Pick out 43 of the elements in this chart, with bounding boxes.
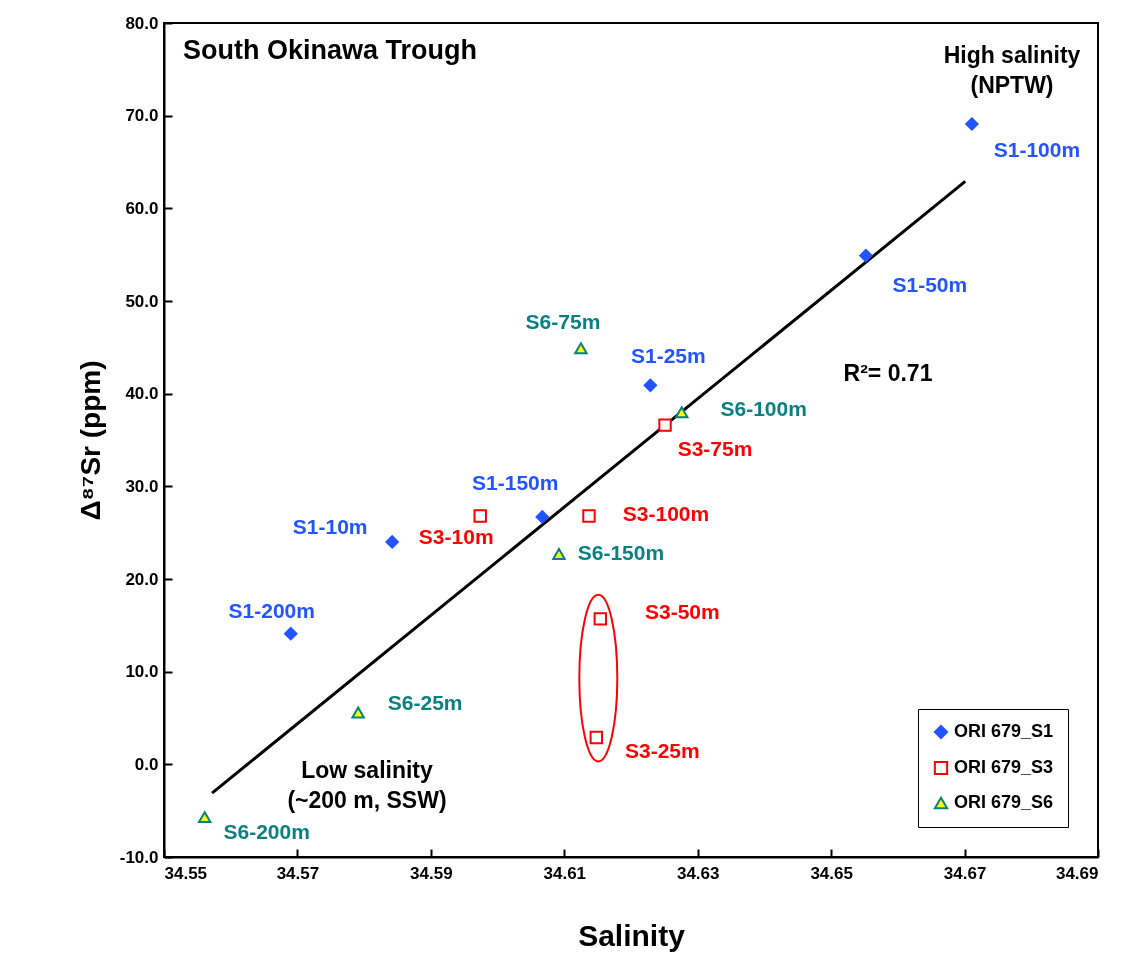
data-label: S3-75m — [677, 437, 753, 461]
data-label: S6-200m — [223, 820, 310, 844]
y-tick-label: 20.0 — [125, 569, 159, 589]
y-tick-label: 10.0 — [125, 662, 159, 682]
data-label: S1-100m — [993, 138, 1081, 162]
y-tick-label: 60.0 — [125, 198, 159, 218]
data-label: S6-150m — [577, 540, 665, 564]
data-label: S1-50m — [892, 272, 968, 296]
x-tick-label: 34.69 — [1055, 863, 1099, 883]
x-tick-label: 34.55 — [164, 863, 208, 883]
x-axis-title: Salinity — [578, 918, 686, 952]
y-tick-label: 70.0 — [125, 106, 159, 126]
data-label: S1-25m — [630, 344, 706, 368]
data-label: S1-200m — [228, 598, 315, 622]
data-label: S1-10m — [292, 514, 368, 538]
y-tick-label: 50.0 — [125, 291, 159, 311]
legend-label: ORI 679_S1 — [954, 721, 1054, 741]
y-tick-label: -10.0 — [119, 847, 159, 867]
data-label: S6-100m — [720, 397, 807, 421]
data-label: S6-25m — [387, 691, 463, 715]
y-tick-label: 40.0 — [125, 384, 159, 404]
x-tick-label: 34.61 — [543, 863, 587, 883]
data-label: S3-10m — [418, 524, 494, 548]
x-tick-label: 34.65 — [810, 863, 853, 883]
x-tick-label: 34.63 — [676, 863, 720, 883]
annotation: R²= 0.71 — [843, 360, 933, 386]
data-label: S6-75m — [525, 310, 601, 334]
chart-title: South Okinawa Trough — [183, 35, 478, 65]
legend-label: ORI 679_S3 — [954, 757, 1054, 777]
data-label: S1-150m — [472, 470, 559, 494]
legend-label: ORI 679_S6 — [954, 792, 1054, 812]
data-label: S3-100m — [622, 501, 710, 525]
y-tick-label: 0.0 — [134, 754, 159, 774]
data-label: S3-50m — [644, 599, 720, 623]
data-label: S3-25m — [624, 739, 700, 763]
annotation: Low salinity (~200 m, SSW) — [287, 757, 447, 813]
x-tick-label: 34.67 — [943, 863, 987, 883]
x-tick-label: 34.57 — [276, 863, 320, 883]
x-tick-label: 34.59 — [410, 863, 453, 883]
y-axis-title: Δ⁸⁷Sr (ppm) — [74, 360, 106, 521]
annotation: High salinity (NPTW) — [943, 42, 1081, 98]
y-tick-label: 30.0 — [125, 476, 159, 496]
y-tick-label: 80.0 — [125, 13, 159, 33]
